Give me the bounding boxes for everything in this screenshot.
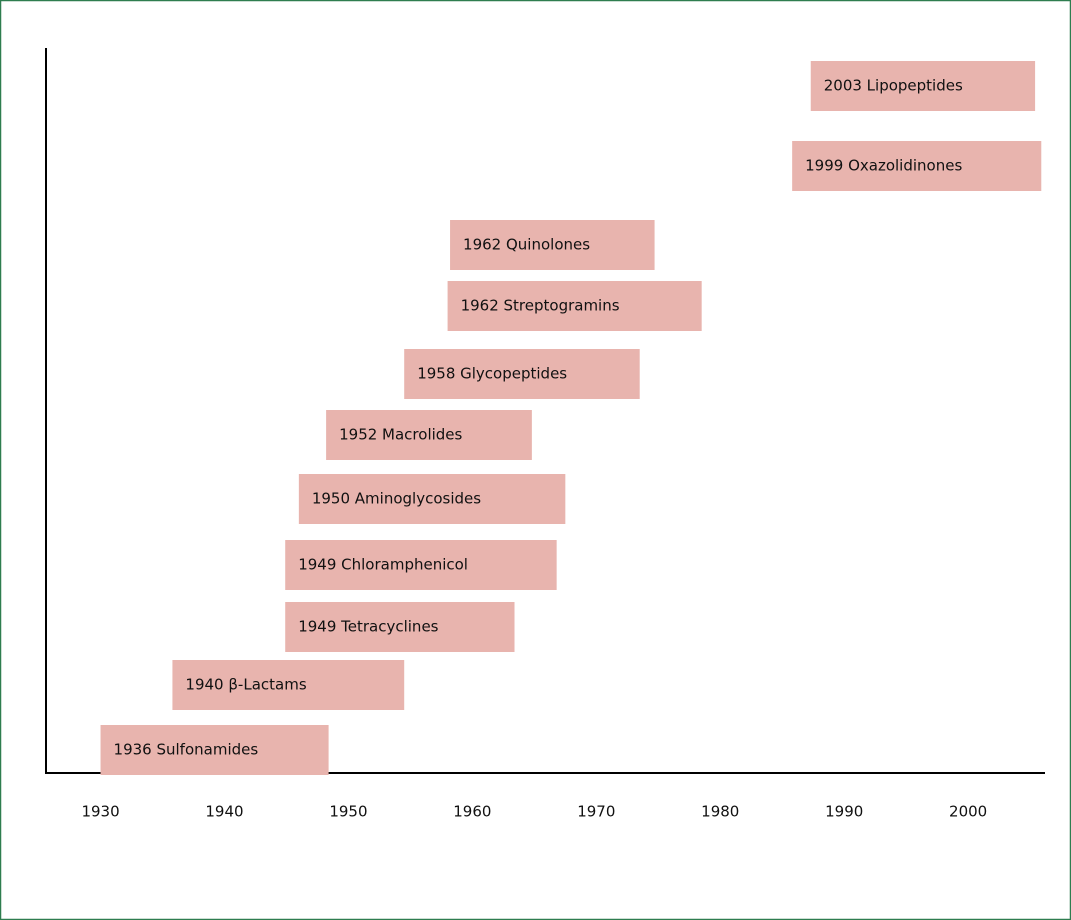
bar-label: 1958 Glycopeptides xyxy=(417,365,567,383)
bar-label: 1999 Oxazolidinones xyxy=(805,157,962,175)
x-tick-label: 1990 xyxy=(825,803,863,821)
bar-label: 2003 Lipopeptides xyxy=(824,77,963,95)
bar xyxy=(326,410,532,460)
bar-label: 1940 β-Lactams xyxy=(185,676,306,694)
bar xyxy=(172,660,405,710)
x-tick-label: 1930 xyxy=(81,803,119,821)
bar xyxy=(285,602,515,652)
bar xyxy=(404,349,640,399)
bar xyxy=(285,540,557,590)
bar xyxy=(298,474,566,524)
bar-label: 1952 Macrolides xyxy=(339,426,462,444)
x-tick-label: 1940 xyxy=(205,803,243,821)
x-tick-label: 1950 xyxy=(329,803,367,821)
bar-label: 1950 Aminoglycosides xyxy=(312,490,481,508)
x-tick-label: 1980 xyxy=(701,803,739,821)
bar xyxy=(792,141,1042,191)
bar-label: 1962 Streptogramins xyxy=(461,297,620,315)
bar xyxy=(100,725,329,775)
bar-label: 1936 Sulfonamides xyxy=(114,741,259,759)
bar-label: 1962 Quinolones xyxy=(463,236,590,254)
x-tick-label: 1970 xyxy=(577,803,615,821)
x-tick-label: 1960 xyxy=(453,803,491,821)
bar xyxy=(447,281,702,331)
bar-label: 1949 Chloramphenicol xyxy=(298,556,468,574)
bar xyxy=(810,61,1036,111)
bar xyxy=(450,220,655,270)
x-tick-label: 2000 xyxy=(949,803,987,821)
bar-label: 1949 Tetracyclines xyxy=(298,618,438,636)
